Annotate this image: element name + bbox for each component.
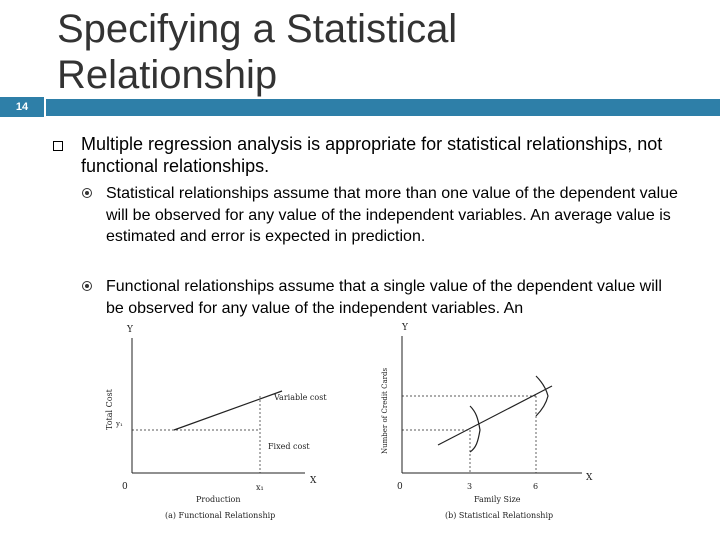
- slide-number: 14: [0, 97, 44, 117]
- sub-bullet-statistical: Statistical relationships assume that mo…: [82, 183, 682, 248]
- main-bullet: Multiple regression analysis is appropri…: [53, 133, 673, 177]
- panel-b-distribution-at-6: [535, 375, 549, 417]
- panel-a: Y X 0 Total Cost Variable cost Fixed cos…: [105, 325, 327, 520]
- panel-b-x-axis-letter: X: [586, 473, 593, 483]
- panel-a-ylabel: Total Cost: [105, 388, 114, 430]
- circle-bullet-icon: [82, 188, 92, 198]
- title-accent-bar: [46, 99, 720, 116]
- panel-b-tick-3: 3: [467, 482, 472, 491]
- sub-bullet-functional-text: Functional relationships assume that a s…: [106, 278, 662, 317]
- panel-b-xlabel: Family Size: [474, 495, 521, 504]
- panel-a-x1-label: x₁: [256, 483, 264, 492]
- panel-a-caption: (a) Functional Relationship: [165, 511, 275, 520]
- main-bullet-text: Multiple regression analysis is appropri…: [81, 134, 663, 176]
- circle-bullet-icon: [82, 281, 92, 291]
- sub-bullet-functional: Functional relationships assume that a s…: [82, 276, 682, 318]
- regression-figure: Y X 0 Total Cost Variable cost Fixed cos…: [100, 318, 620, 528]
- panel-b: Y X 0 Number of Credit Cards 3 6 Family …: [381, 323, 593, 520]
- panel-b-distribution-at-3: [469, 405, 481, 453]
- panel-b-regression-line: [437, 385, 553, 446]
- panel-b-origin: 0: [397, 482, 403, 492]
- panel-b-caption: (b) Statistical Relationship: [445, 511, 553, 520]
- panel-b-tick-6: 6: [533, 482, 538, 491]
- panel-b-y-axis-letter: Y: [401, 323, 409, 333]
- panel-a-x-axis-letter: X: [310, 476, 317, 486]
- panel-a-fixed-cost-label: Fixed cost: [268, 442, 310, 451]
- panel-a-y-axis-letter: Y: [126, 325, 134, 335]
- panel-a-variable-cost-label: Variable cost: [273, 393, 327, 402]
- panel-a-variable-cost-line: [173, 390, 283, 431]
- sub-bullet-statistical-text: Statistical relationships assume that mo…: [106, 185, 678, 245]
- figure-svg: Y X 0 Total Cost Variable cost Fixed cos…: [105, 323, 593, 520]
- panel-a-origin: 0: [122, 482, 128, 492]
- slide-title: Specifying a Statistical Relationship: [57, 7, 458, 97]
- panel-a-y1-label: y₁: [115, 420, 123, 428]
- square-bullet-icon: [53, 141, 63, 151]
- panel-b-ylabel: Number of Credit Cards: [381, 368, 389, 454]
- panel-a-xlabel: Production: [196, 495, 241, 504]
